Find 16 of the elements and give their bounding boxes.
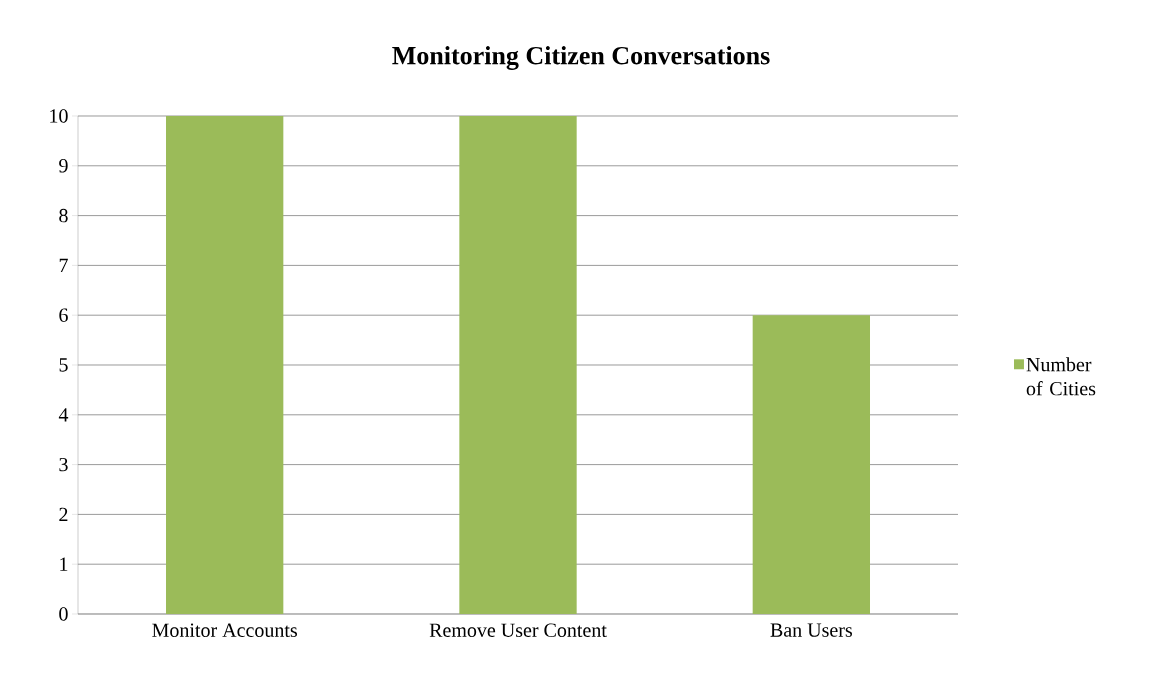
legend-label: Number of Cities [1026,357,1096,396]
y-tick-label: 6 [59,308,68,322]
y-tick-label: 4 [58,408,69,422]
x-tick-label: Remove User Content [429,623,607,637]
y-tick-label: 0 [59,607,68,621]
y-tick-label: 10 [50,109,68,123]
y-tick-label: 2 [59,507,68,522]
y-tick-label: 5 [59,358,68,372]
y-tick-label: 9 [59,159,68,173]
x-tick-label: Monitor Accounts [152,623,297,637]
y-tick-label: 8 [59,208,68,223]
y-tick-label: 7 [59,258,68,272]
y-tick-label: 3 [59,457,68,472]
chart-title: Monitoring Citizen Conversations [392,46,770,70]
y-tick-label: 1 [60,557,68,571]
x-tick-label: Ban Users [770,623,852,637]
